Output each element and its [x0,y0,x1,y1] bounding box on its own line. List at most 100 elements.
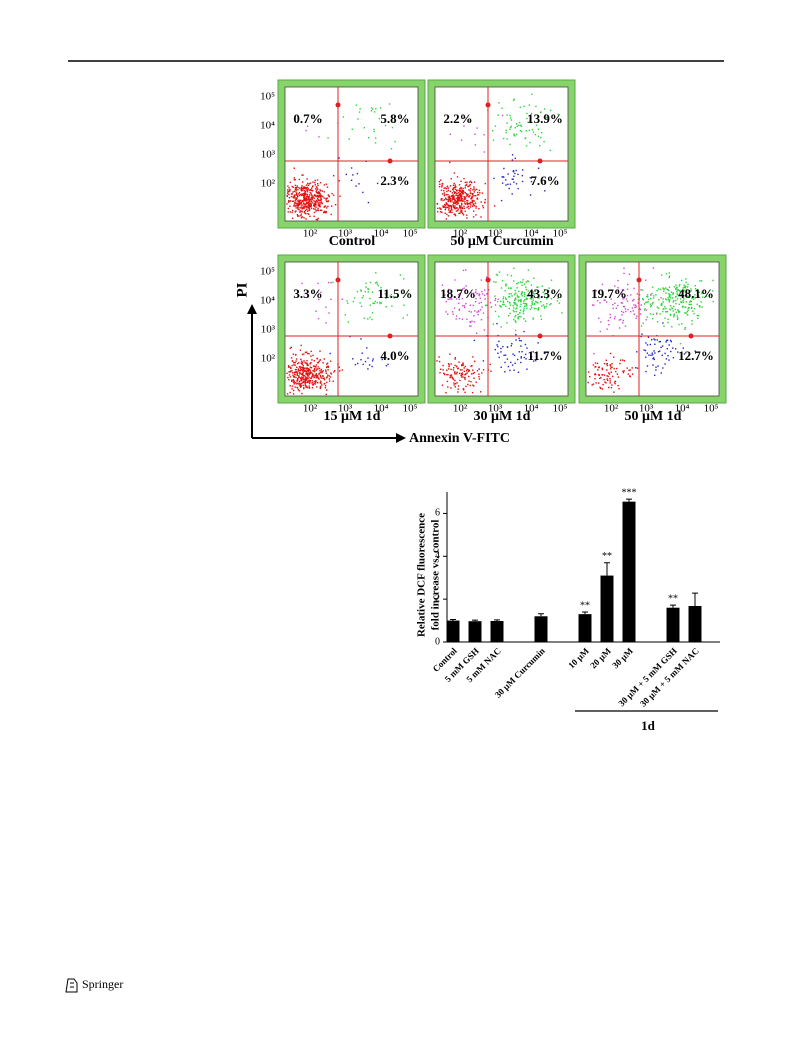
event-dot [524,137,527,139]
event-dot [454,214,457,217]
event-dot [302,188,305,190]
event-dot [464,391,466,393]
event-dot [591,384,593,386]
event-dot [620,302,623,304]
event-dot [325,370,327,373]
event-dot [611,384,613,386]
event-dot [460,198,463,200]
event-dot [454,191,457,194]
event-dot [485,276,488,278]
event-dot [295,371,298,374]
event-dot [465,183,468,186]
event-dot [629,375,631,377]
event-dot [508,187,510,190]
event-dot [504,371,506,373]
event-dot [324,205,326,208]
event-dot [504,297,507,299]
event-dot [454,371,456,373]
event-dot [302,384,304,387]
event-dot [626,294,629,297]
event-dot [697,317,699,319]
event-dot [466,202,469,204]
event-dot [461,211,463,213]
event-dot [685,288,688,291]
y-tick-label: 4 [435,551,440,562]
event-dot [601,374,603,376]
event-dot [460,374,462,377]
event-dot [518,124,520,126]
event-dot [503,354,505,356]
event-dot [301,185,303,187]
event-dot [461,195,463,198]
event-dot [298,362,300,364]
event-dot [486,293,488,295]
event-dot [472,216,475,218]
y-axis-label: PI [234,282,250,297]
event-dot [516,307,518,309]
event-dot [297,201,300,203]
event-dot [461,297,463,300]
event-dot [323,383,325,385]
event-dot [462,269,465,272]
event-dot [519,309,522,311]
event-dot [468,207,470,210]
event-dot [471,320,473,322]
event-dot [478,373,480,375]
event-dot [607,379,609,381]
event-dot [307,368,309,370]
event-dot [647,296,649,298]
event-dot [455,315,458,317]
event-dot [667,289,669,291]
event-dot [326,200,328,203]
event-dot [304,193,307,195]
event-dot [327,365,329,367]
event-dot [301,282,303,285]
plot-area [585,261,720,397]
event-dot [625,298,628,300]
event-dot [690,303,692,306]
event-dot [666,348,668,350]
event-dot [286,203,288,205]
event-dot [319,374,322,377]
event-dot [517,282,519,284]
event-dot [298,191,301,194]
event-dot [312,373,314,375]
event-dot [454,213,456,215]
event-dot [287,201,290,203]
event-dot [393,297,395,299]
event-dot [298,375,300,377]
event-dot [500,199,503,202]
event-dot [674,308,677,311]
event-dot [308,379,311,382]
event-dot [295,354,297,356]
event-dot [473,321,475,323]
event-dot [301,187,304,190]
quadrant-handle [537,158,543,164]
event-dot [496,274,499,277]
event-dot [662,288,665,290]
event-dot [503,167,505,170]
event-dot [617,289,619,291]
event-dot [473,181,476,183]
event-dot [475,195,477,197]
event-dot [317,209,319,211]
event-dot [301,370,304,372]
event-dot [347,321,349,323]
event-dot [296,386,298,389]
event-dot [367,357,369,359]
event-dot [292,196,294,198]
event-dot [307,184,310,187]
event-dot [300,382,302,385]
event-dot [305,218,307,220]
event-dot [296,366,298,368]
event-dot [545,305,547,308]
event-dot [505,285,507,287]
bar [578,614,592,642]
event-dot [309,370,311,372]
event-dot [287,207,289,210]
x-tick-label: 10² [453,403,468,415]
event-dot [605,359,607,361]
event-dot [311,194,313,196]
event-dot [311,387,314,389]
event-dot [453,307,456,309]
